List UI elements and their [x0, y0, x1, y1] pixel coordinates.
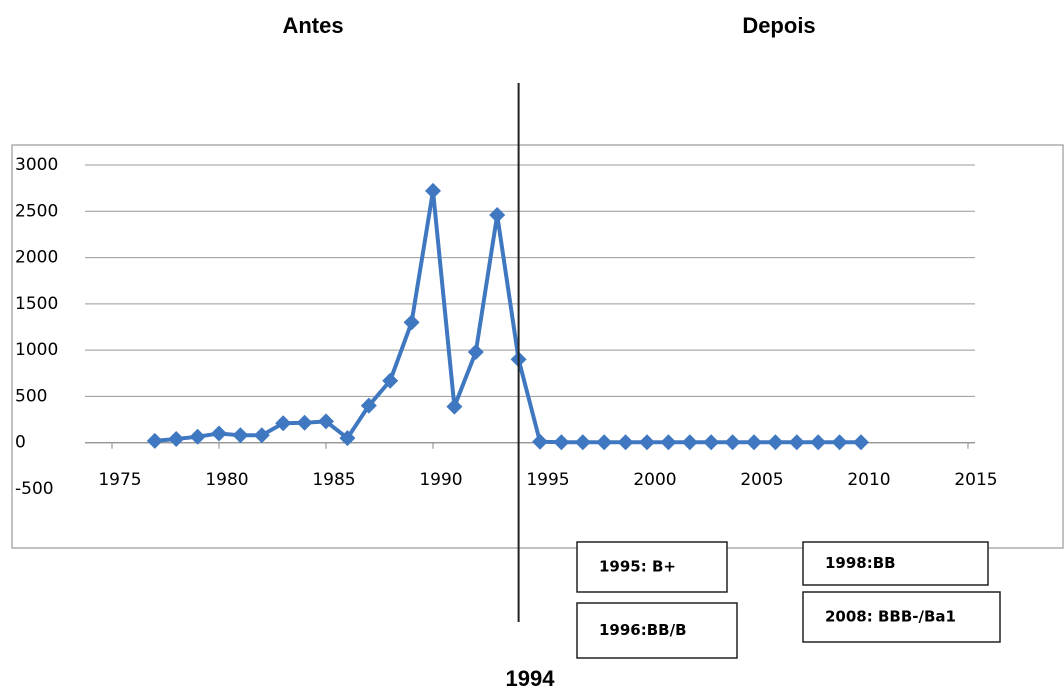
data-point [831, 434, 848, 451]
data-point [403, 314, 420, 331]
data-point [296, 414, 313, 431]
data-point [767, 434, 784, 451]
data-point [446, 398, 463, 415]
heading: Antes [282, 13, 343, 38]
x-tick-label: 1980 [205, 470, 248, 490]
x-tick-label: 2015 [954, 470, 997, 490]
x-tick-label: 1985 [312, 470, 355, 490]
data-point [275, 415, 292, 432]
plot-frame [11, 144, 1064, 549]
data-point [382, 372, 399, 389]
x-tick-label: 1975 [98, 470, 141, 490]
data-point [168, 431, 185, 448]
y-tick-label: 500 [15, 386, 47, 406]
divider-label: 1994 [506, 666, 556, 691]
x-tick-label: 1995 [526, 470, 569, 490]
y-tick-label: 1500 [15, 294, 58, 314]
data-point [596, 434, 613, 451]
heading: Depois [742, 13, 815, 38]
data-point [360, 397, 377, 414]
y-tick-label: 3000 [15, 155, 58, 175]
data-point [467, 343, 484, 360]
rating-label: 1998:BB [825, 554, 896, 572]
rating-label: 1996:BB/B [599, 621, 687, 639]
data-point [553, 434, 570, 451]
data-point [724, 434, 741, 451]
y-tick-label: 2000 [15, 248, 58, 268]
data-point [788, 434, 805, 451]
rating-label: 2008: BBB-/Ba1 [825, 608, 956, 626]
y-tick-label: 2500 [15, 201, 58, 221]
data-line [154, 188, 861, 445]
rating-label: 1995: B+ [599, 558, 676, 576]
rating-box [802, 541, 989, 586]
x-tick-label: 1990 [419, 470, 462, 490]
rating-box [576, 541, 728, 593]
data-point [746, 434, 762, 451]
y-tick-label: 1000 [15, 340, 58, 360]
data-point [146, 432, 163, 449]
x-tick-label: 2000 [633, 470, 676, 490]
y-tick-label: -500 [15, 479, 54, 499]
x-tick-label: 2005 [740, 470, 783, 490]
x-tick-label: 2010 [847, 470, 890, 490]
data-point [703, 434, 720, 451]
rating-box [802, 591, 1001, 643]
data-point [253, 427, 270, 444]
data-point [211, 425, 227, 442]
data-point [425, 182, 441, 199]
data-point [681, 434, 698, 451]
data-point [617, 434, 634, 451]
data-point [660, 434, 677, 451]
data-point [574, 434, 591, 451]
data-point [189, 428, 206, 445]
rating-box [576, 602, 738, 659]
data-point [810, 434, 827, 451]
data-point [318, 413, 334, 430]
data-point [853, 434, 869, 451]
data-point [489, 206, 506, 223]
data-point [339, 430, 356, 447]
y-tick-label: 0 [15, 433, 26, 453]
data-point [232, 427, 249, 444]
data-point [639, 434, 655, 451]
data-point [532, 433, 548, 450]
